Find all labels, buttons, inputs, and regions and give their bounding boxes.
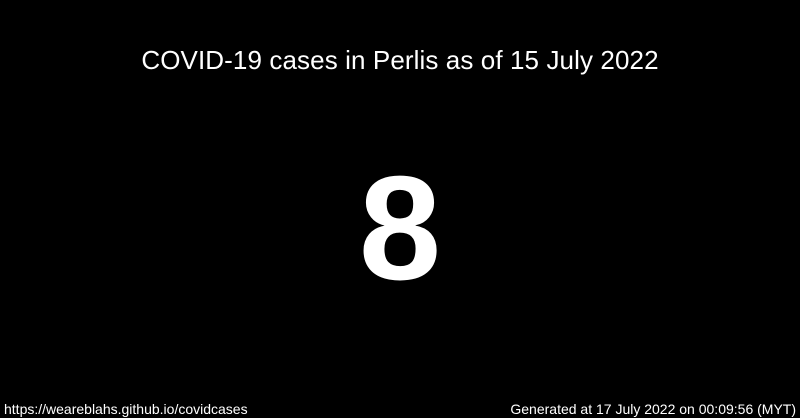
generated-timestamp: Generated at 17 July 2022 on 00:09:56 (M… — [510, 401, 796, 417]
source-url: https://weareblahs.github.io/covidcases — [4, 401, 248, 417]
page-title: COVID-19 cases in Perlis as of 15 July 2… — [141, 45, 659, 75]
case-count: 8 — [358, 146, 442, 311]
